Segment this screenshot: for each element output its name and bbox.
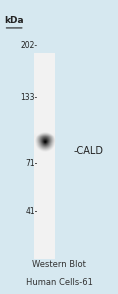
Text: -CALD: -CALD	[73, 146, 103, 156]
FancyBboxPatch shape	[34, 53, 55, 259]
Text: 41-: 41-	[25, 207, 38, 216]
Text: 202-: 202-	[21, 41, 38, 50]
Text: 133-: 133-	[21, 93, 38, 101]
Text: kDa: kDa	[4, 16, 24, 25]
Text: Human Cells-61: Human Cells-61	[26, 278, 92, 287]
Text: Western Blot: Western Blot	[32, 260, 86, 269]
Text: 71-: 71-	[25, 159, 38, 168]
